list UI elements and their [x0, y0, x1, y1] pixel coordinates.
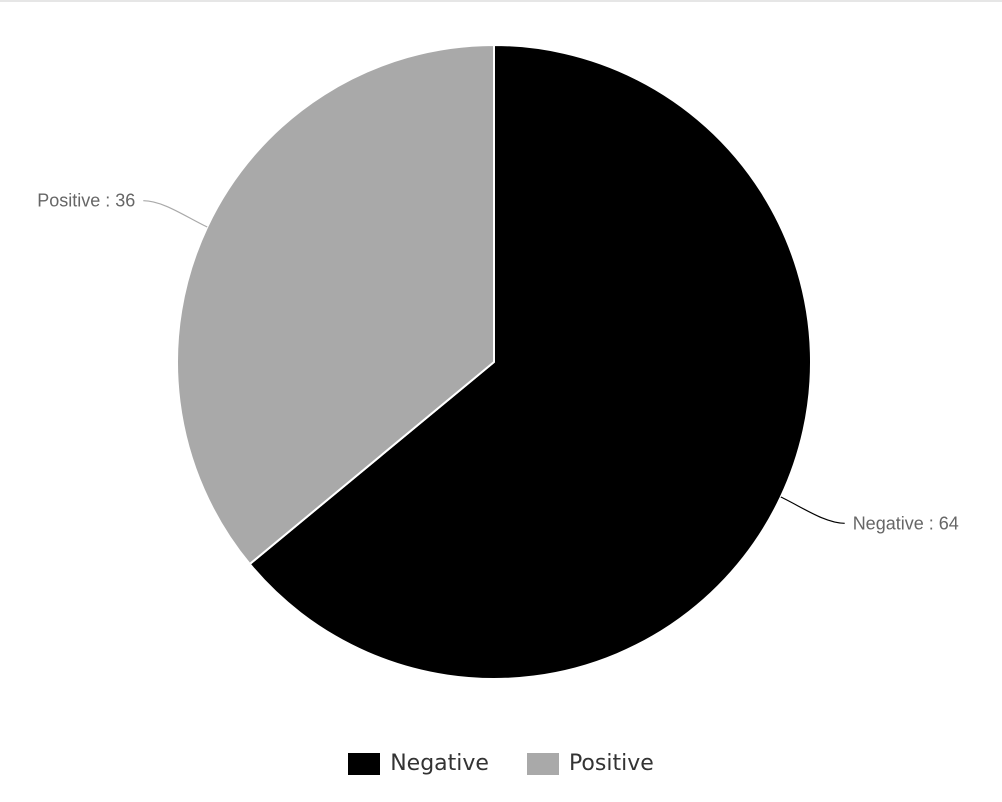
label-connector-positive [143, 200, 208, 228]
pie-slices [176, 44, 812, 680]
data-label-negative: Negative : 64 [853, 513, 959, 533]
top-border [0, 0, 1002, 2]
pie-data-labels: Negative : 64 Positive : 36 [37, 191, 959, 534]
data-label-positive: Positive : 36 [37, 191, 135, 211]
label-connector-negative [780, 496, 845, 524]
legend: Negative Positive [0, 751, 1002, 776]
legend-item-negative[interactable]: Negative [348, 751, 489, 776]
legend-swatch-negative [348, 752, 381, 775]
legend-label-positive: Positive [568, 751, 654, 776]
legend-swatch-positive [526, 752, 559, 775]
legend-item-positive[interactable]: Positive [526, 751, 654, 776]
pie-chart: Negative : 64 Positive : 36 [37, 44, 959, 680]
legend-label-negative: Negative [390, 751, 489, 776]
pie-slice-positive[interactable] [176, 44, 495, 566]
